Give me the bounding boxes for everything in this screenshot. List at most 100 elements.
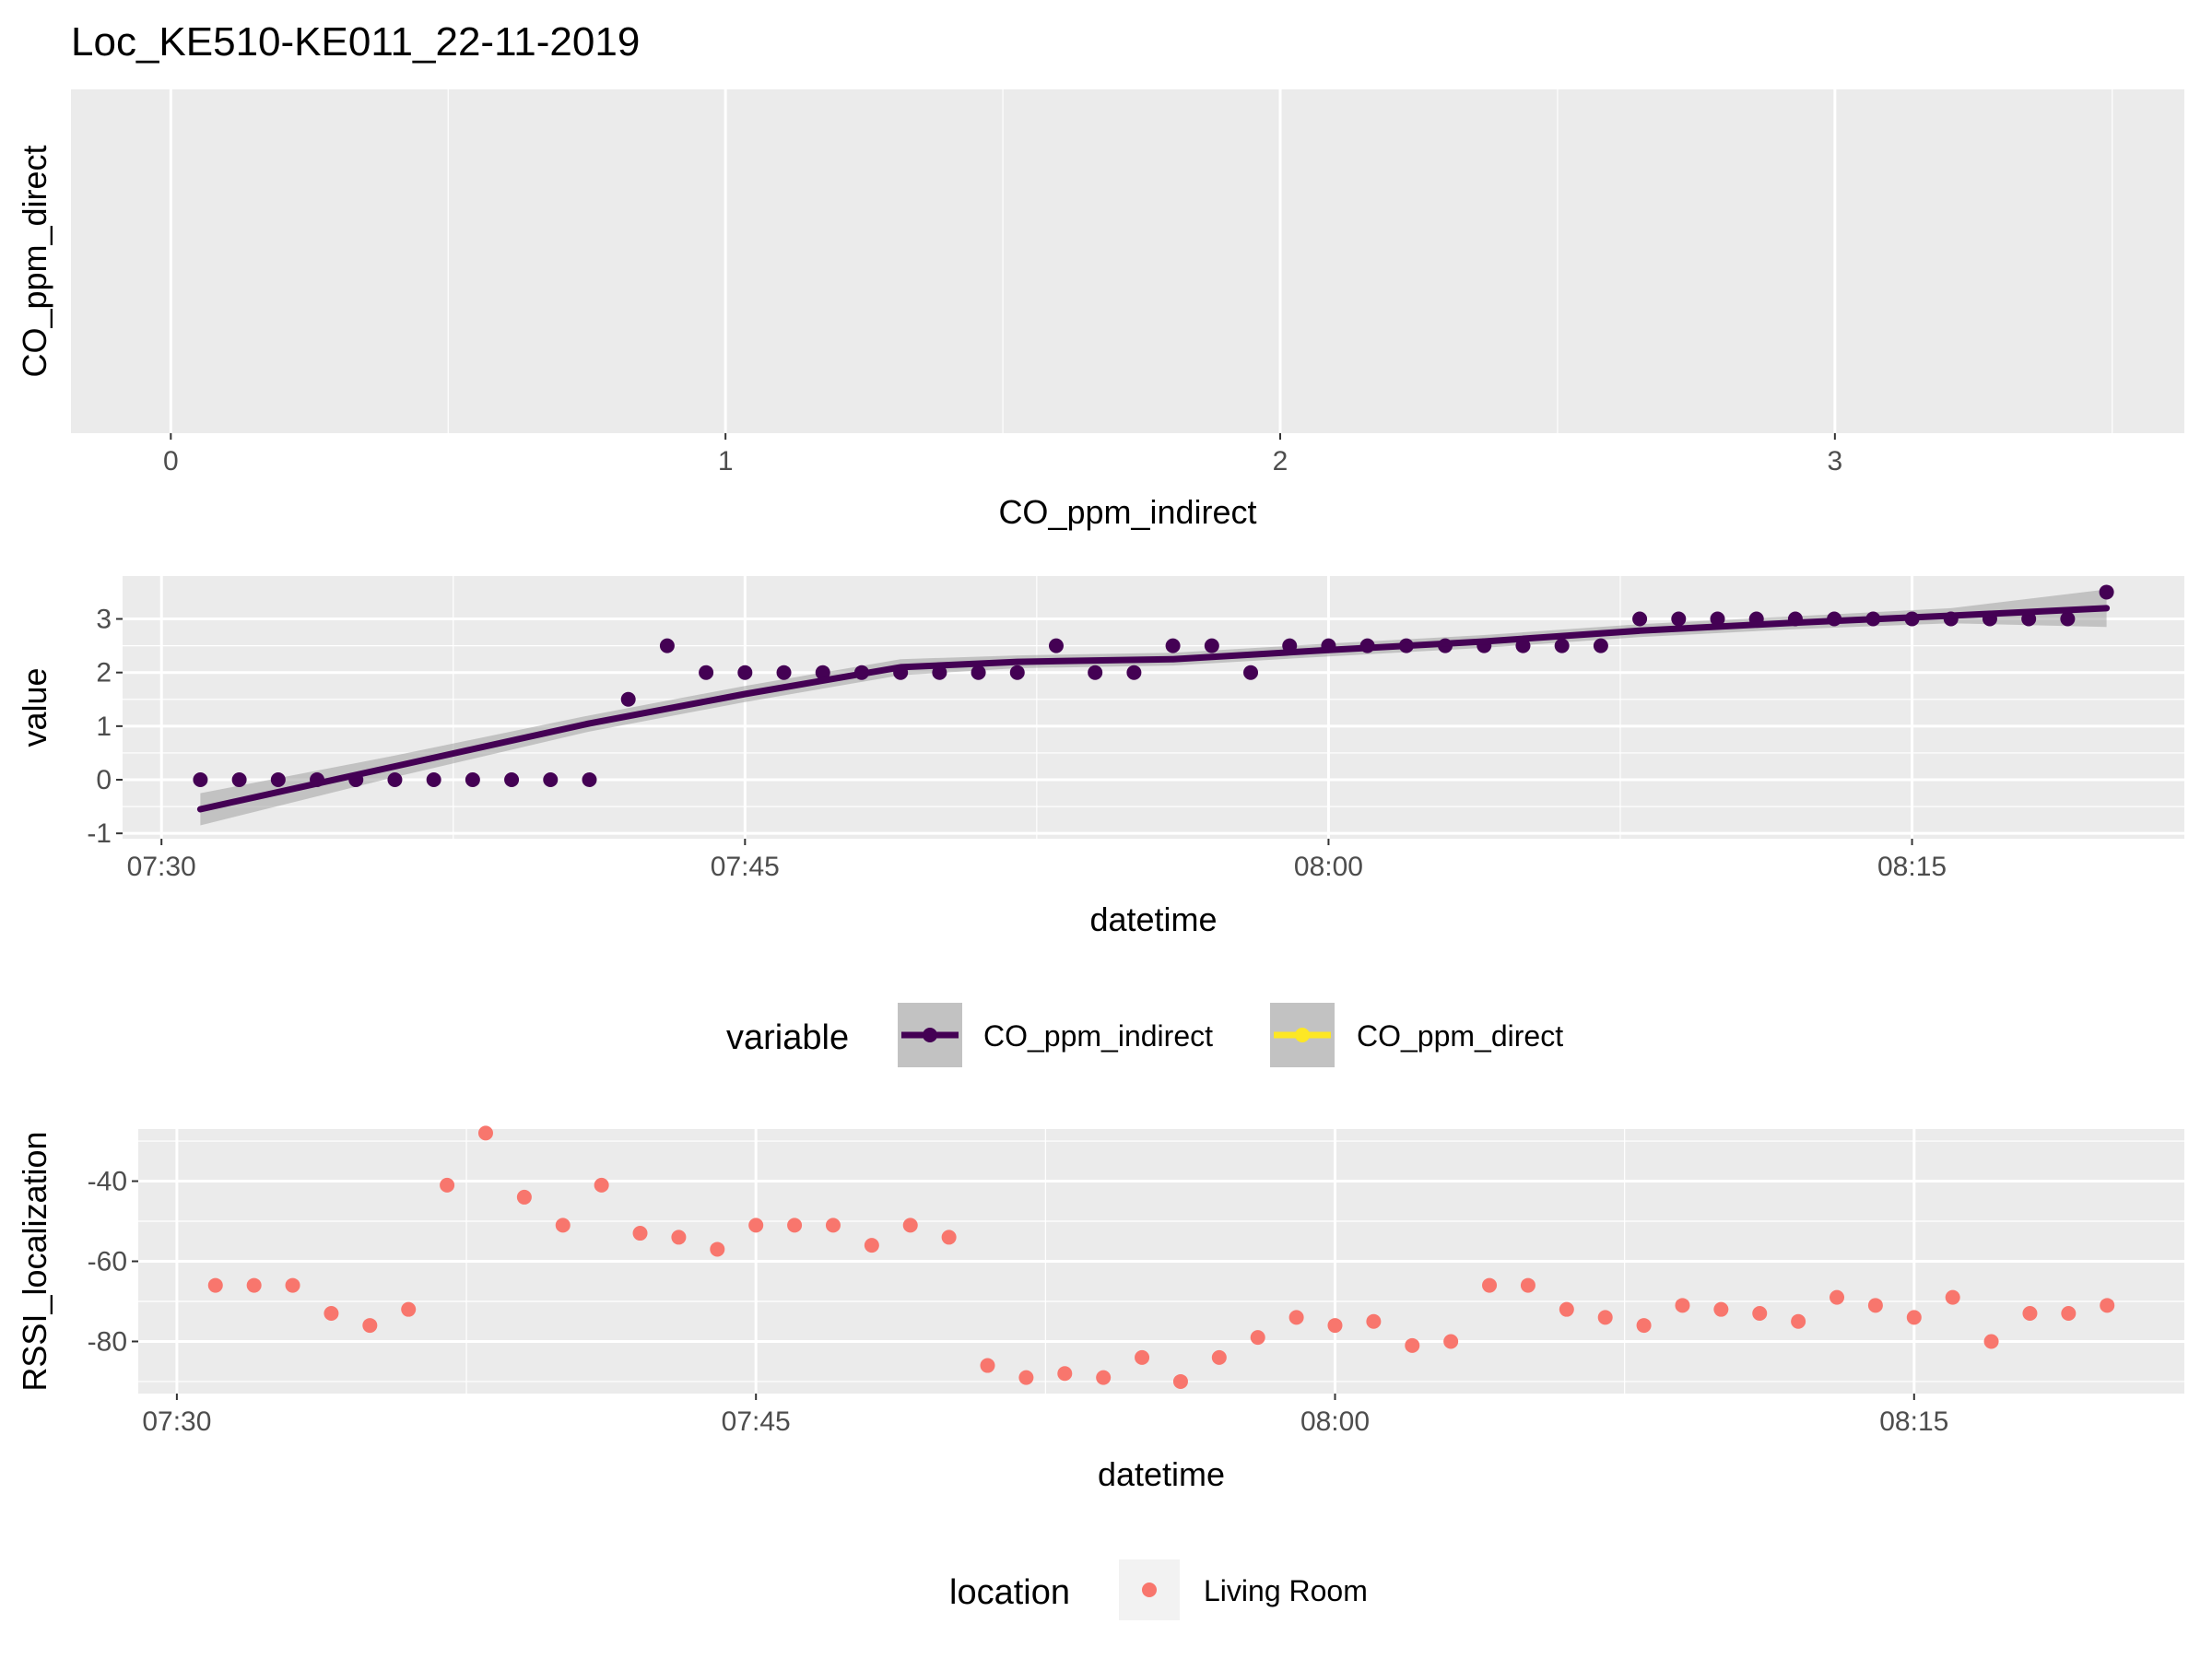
panel-bottom-x-tick-label: 07:30 — [142, 1406, 211, 1437]
point-co-ppm-indirect — [699, 665, 714, 680]
point-co-ppm-indirect — [1048, 638, 1064, 653]
point-living-room — [207, 1277, 223, 1293]
panel-top-x-tick-label: 2 — [1273, 446, 1288, 477]
point-living-room — [632, 1226, 648, 1241]
panel-bottom-y-axis-label: RSSI_localization — [16, 1131, 53, 1391]
point-co-ppm-indirect — [1710, 611, 1725, 627]
panel-middle-y-tick-label: 2 — [96, 658, 112, 688]
point-co-ppm-indirect — [193, 772, 208, 788]
point-living-room — [285, 1277, 300, 1293]
point-living-room — [1482, 1277, 1498, 1293]
panel-middle-x-axis-label: datetime — [1089, 900, 1217, 938]
panel-bottom-x-axis-label: datetime — [1098, 1455, 1225, 1493]
point-living-room — [1250, 1330, 1265, 1346]
panel-bottom-x-tick-label: 07:45 — [722, 1406, 791, 1437]
point-living-room — [787, 1218, 803, 1233]
point-living-room — [1945, 1289, 1960, 1305]
point-co-ppm-indirect — [270, 772, 286, 788]
legend-key-co-ppm-indirect-point — [923, 1028, 937, 1042]
point-living-room — [477, 1125, 493, 1141]
point-living-room — [1906, 1310, 1922, 1325]
panel-middle-y-ticks: -1 0 1 2 3 — [87, 605, 123, 849]
panel-top-x-tick-label: 1 — [718, 446, 734, 477]
panel-middle-x-tick-label: 07:30 — [127, 852, 196, 882]
legend-location: location Living Room — [949, 1559, 1368, 1620]
panel-bottom-y-ticks: -80 -60 -40 — [88, 1167, 138, 1357]
point-living-room — [1636, 1318, 1652, 1334]
legend-key-living-room-point — [1142, 1583, 1157, 1597]
point-living-room — [401, 1301, 417, 1317]
panel-top: 0 1 2 3 CO_ppm_indirect CO_ppm_direct — [16, 89, 2184, 531]
point-co-ppm-indirect — [231, 772, 247, 788]
point-living-room — [1675, 1298, 1690, 1313]
point-co-ppm-indirect — [1088, 665, 1103, 680]
legend-variable-title: variable — [726, 1018, 849, 1057]
panel-bottom-y-tick-label: -80 — [88, 1326, 127, 1357]
point-co-ppm-indirect — [2060, 611, 2076, 627]
point-living-room — [710, 1241, 725, 1257]
point-living-room — [1288, 1310, 1304, 1325]
point-co-ppm-indirect — [737, 665, 753, 680]
point-co-ppm-indirect — [776, 665, 792, 680]
panel-middle-y-axis-label: value — [16, 667, 53, 747]
point-living-room — [1443, 1334, 1459, 1349]
point-living-room — [1211, 1349, 1227, 1365]
panel-top-x-axis-label: CO_ppm_indirect — [998, 493, 1256, 531]
point-living-room — [1096, 1370, 1112, 1385]
point-co-ppm-indirect — [1126, 665, 1142, 680]
point-living-room — [1983, 1334, 1999, 1349]
legend-label-living-room: Living Room — [1204, 1574, 1368, 1607]
panel-bottom-y-tick-label: -60 — [88, 1247, 127, 1277]
point-living-room — [1713, 1301, 1729, 1317]
point-living-room — [1172, 1373, 1188, 1389]
point-living-room — [1520, 1277, 1535, 1293]
point-co-ppm-indirect — [1671, 611, 1687, 627]
panel-middle-x-tick-label: 08:00 — [1294, 852, 1363, 882]
point-living-room — [1830, 1289, 1845, 1305]
panel-middle-x-tick-label: 08:15 — [1877, 852, 1947, 882]
panel-middle-x-tick-label: 07:45 — [711, 852, 780, 882]
panel-bottom-x-tick-label: 08:00 — [1300, 1406, 1370, 1437]
point-co-ppm-indirect — [815, 665, 830, 680]
panel-top-y-axis-label: CO_ppm_direct — [16, 145, 53, 377]
smooth-line-co-ppm-indirect — [196, 605, 2111, 813]
point-living-room — [2061, 1306, 2077, 1322]
point-living-room — [1366, 1313, 1382, 1329]
panel-bottom-gridlines — [138, 1129, 2184, 1394]
point-co-ppm-indirect — [543, 772, 559, 788]
point-co-ppm-indirect — [387, 772, 403, 788]
panel-top-gridlines — [169, 89, 2113, 433]
point-living-room — [1597, 1310, 1613, 1325]
point-living-room — [1057, 1366, 1073, 1382]
point-living-room — [980, 1358, 995, 1373]
point-co-ppm-indirect — [1243, 665, 1259, 680]
point-living-room — [902, 1218, 918, 1233]
panel-bottom-x-tick-label: 08:15 — [1879, 1406, 1948, 1437]
point-living-room — [2022, 1306, 2038, 1322]
point-living-room — [1135, 1349, 1150, 1365]
panel-bottom-points — [207, 1125, 2115, 1389]
point-living-room — [1405, 1337, 1420, 1353]
figure-title: Loc_KE510-KE011_22-11-2019 — [71, 19, 640, 65]
point-living-room — [1867, 1298, 1883, 1313]
legend-key-co-ppm-direct-point — [1295, 1028, 1310, 1042]
point-co-ppm-indirect — [659, 638, 675, 653]
point-living-room — [594, 1177, 609, 1193]
point-co-ppm-indirect — [582, 772, 597, 788]
point-living-room — [1327, 1318, 1343, 1334]
point-living-room — [1791, 1313, 1806, 1329]
point-co-ppm-indirect — [932, 665, 947, 680]
legend-label-co-ppm-indirect: CO_ppm_indirect — [983, 1019, 1213, 1053]
panel-middle: 07:30 07:45 08:00 08:15 -1 0 1 2 3 datetime val… — [16, 576, 2184, 938]
point-living-room — [941, 1230, 957, 1245]
point-co-ppm-indirect — [426, 772, 441, 788]
point-living-room — [748, 1218, 764, 1233]
point-living-room — [1559, 1301, 1574, 1317]
panel-bottom-x-ticks: 07:30 07:45 08:00 08:15 — [142, 1394, 1948, 1437]
legend-label-co-ppm-direct: CO_ppm_direct — [1357, 1019, 1563, 1053]
panel-bottom-y-tick-label: -40 — [88, 1167, 127, 1197]
point-co-ppm-indirect — [620, 691, 636, 707]
point-living-room — [825, 1218, 841, 1233]
panel-top-x-tick-label: 3 — [1827, 446, 1842, 477]
panel-middle-y-tick-label: -1 — [87, 818, 112, 849]
